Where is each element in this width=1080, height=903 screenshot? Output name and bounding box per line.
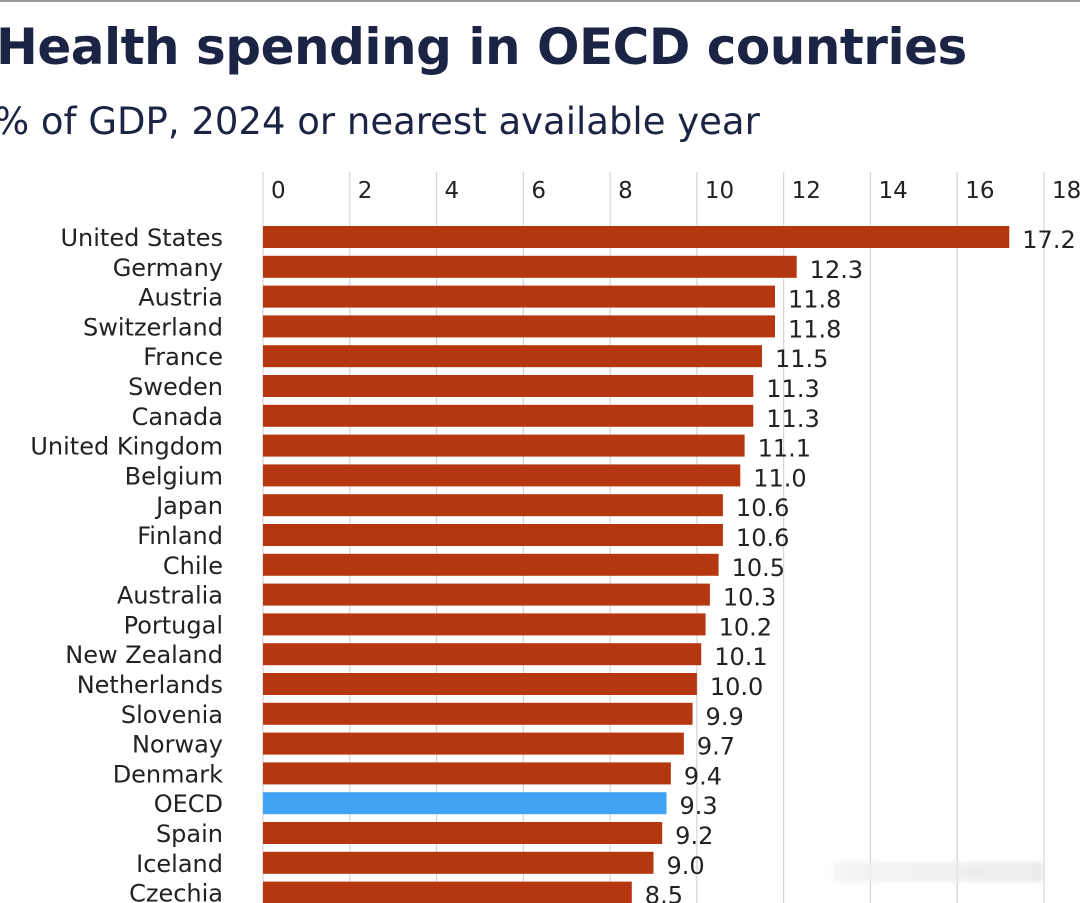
value-label: 10.0 <box>710 673 763 701</box>
category-label: Portugal <box>124 611 223 639</box>
x-tick-label: 14 <box>878 178 907 204</box>
value-label: 10.6 <box>736 524 789 552</box>
value-label: 11.8 <box>788 315 841 343</box>
category-label: Spain <box>156 820 223 848</box>
bar-new-zealand <box>263 643 702 666</box>
value-label: 11.5 <box>775 345 828 373</box>
bar-slovenia <box>263 702 693 725</box>
bar-canada <box>263 404 754 427</box>
category-label: Norway <box>132 731 223 759</box>
category-label: Netherlands <box>77 671 223 699</box>
value-label: 9.0 <box>667 852 705 880</box>
value-label: 10.5 <box>732 554 785 582</box>
category-label: United States <box>60 224 223 252</box>
value-label: 8.5 <box>645 882 683 903</box>
value-label: 9.9 <box>706 703 744 731</box>
bar-portugal <box>263 613 706 636</box>
x-tick-label: 16 <box>965 178 994 204</box>
bar-switzerland <box>263 315 775 338</box>
value-label: 11.8 <box>788 286 841 314</box>
category-label: Germany <box>113 254 223 282</box>
category-label: Chile <box>163 552 223 580</box>
value-label: 11.0 <box>753 464 806 492</box>
bar-czechia <box>263 881 632 903</box>
value-label: 11.3 <box>766 375 819 403</box>
bar-finland <box>263 524 723 546</box>
x-tick-label: 6 <box>531 178 546 204</box>
bar-spain <box>263 822 663 844</box>
bar-sweden <box>263 375 754 397</box>
category-label: New Zealand <box>65 641 223 669</box>
bar-belgium <box>263 464 741 487</box>
value-label: 11.1 <box>758 435 811 463</box>
bar-austria <box>263 285 775 308</box>
bar-germany <box>263 255 797 278</box>
x-tick-label: 10 <box>705 178 734 204</box>
category-label: Denmark <box>113 760 223 788</box>
category-label: Iceland <box>136 850 223 878</box>
x-tick-label: 8 <box>618 178 633 204</box>
bar-france <box>263 345 762 368</box>
value-label: 10.1 <box>714 643 767 671</box>
bar-norway <box>263 732 684 755</box>
bar-united-states <box>263 226 1010 248</box>
bar-united-kingdom <box>263 434 745 457</box>
category-label: Belgium <box>125 462 223 490</box>
value-label: 9.2 <box>675 822 713 850</box>
chart-subtitle: % of GDP, 2024 or nearest available year <box>0 100 760 143</box>
value-label: 12.3 <box>810 256 863 284</box>
value-label: 9.3 <box>680 792 718 820</box>
category-label: Sweden <box>128 373 223 401</box>
value-label: 17.2 <box>1022 226 1075 254</box>
category-label: Finland <box>137 522 223 550</box>
bar-japan <box>263 494 723 517</box>
bar-chile <box>263 553 719 576</box>
category-label: Czechia <box>129 880 223 903</box>
chart-title: Health spending in OECD countries <box>0 18 967 76</box>
value-label: 10.3 <box>723 584 776 612</box>
x-tick-label: 0 <box>271 178 286 204</box>
watermark <box>833 862 1043 882</box>
category-label: Austria <box>138 284 223 312</box>
category-label: Japan <box>154 492 223 520</box>
x-tick-label: 12 <box>792 178 821 204</box>
category-label: Switzerland <box>83 313 223 341</box>
x-tick-label: 18 <box>1052 178 1080 204</box>
value-label: 10.6 <box>736 494 789 522</box>
bar-denmark <box>263 762 671 785</box>
bar-iceland <box>263 851 654 874</box>
value-label: 11.3 <box>766 405 819 433</box>
category-label: Australia <box>117 582 223 610</box>
category-label: France <box>143 343 223 371</box>
value-label: 9.4 <box>684 762 722 790</box>
value-label: 9.7 <box>697 733 735 761</box>
category-label: Canada <box>132 403 223 431</box>
category-label: OECD <box>154 790 223 818</box>
x-tick-label: 4 <box>445 178 460 204</box>
x-tick-label: 2 <box>358 178 373 204</box>
top-border <box>0 0 1080 2</box>
bar-oecd <box>263 792 667 815</box>
category-label: United Kingdom <box>30 433 223 461</box>
value-label: 10.2 <box>719 613 772 641</box>
bar-netherlands <box>263 673 697 695</box>
category-label: Slovenia <box>121 701 223 729</box>
bar-australia <box>263 583 710 606</box>
